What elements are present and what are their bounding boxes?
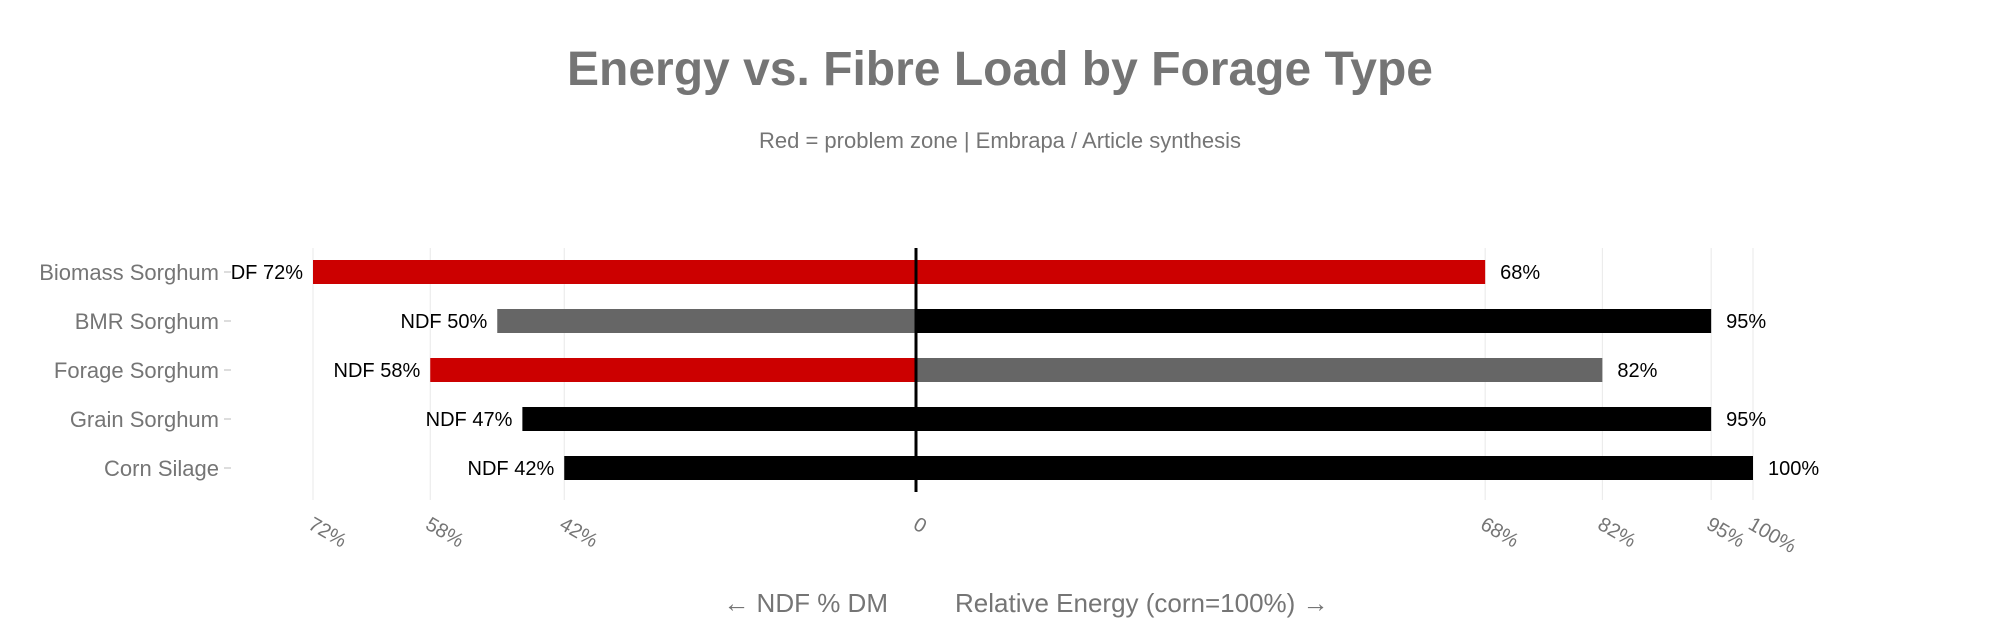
data-label-ndf: NDF 50% [401,311,488,333]
x-axis-ticks: 72% 58% 42% 0 68% 82% 95%100% [305,513,1800,558]
data-label-energy: 82% [1617,360,1657,382]
category-label: Grain Sorghum [70,407,219,432]
data-label-energy: 95% [1726,311,1766,333]
bar-energy [916,260,1486,284]
data-label-energy: 100% [1768,458,1819,480]
bar-ndf [313,260,916,284]
x-axis-label-right: Relative Energy (corn=100%) → [955,588,1329,618]
bar-energy [916,456,1753,480]
data-label-ndf: NDF 72% [216,262,303,284]
chart-title: Energy vs. Fibre Load by Forage Type [567,43,1433,96]
data-label-energy: 95% [1726,409,1766,431]
x-tick-label: 68% [1477,513,1523,552]
x-tick-label: 58% [422,513,468,552]
data-label-energy: 68% [1500,262,1540,284]
x-tick-label: 82% [1594,513,1640,552]
bar-ndf [497,309,916,333]
bar-ndf [564,456,916,480]
bars: NDF 72% 68% NDF 50% 95% NDF 58% 82% NDF 47% 95%… [216,260,1819,480]
bar-energy [916,309,1712,333]
category-label: BMR Sorghum [75,309,219,334]
category-labels: Biomass Sorghum BMR Sorghum Forage Sorghum… [39,260,231,481]
data-label-ndf: NDF 42% [468,458,555,480]
data-label-ndf: NDF 47% [426,409,513,431]
category-label: Corn Silage [104,456,219,481]
x-tick-label: 95% [1703,513,1749,552]
chart-subtitle: Red = problem zone | Embrapa / Article s… [759,128,1241,153]
x-tick-label: 100% [1745,513,1800,558]
category-label: Forage Sorghum [54,358,219,383]
bar-energy [916,358,1603,382]
data-label-ndf: NDF 58% [334,360,421,382]
bar-ndf [430,358,916,382]
x-tick-label: 0 [910,513,931,538]
x-tick-label: 42% [556,513,602,552]
x-axis-label-left: ← NDF % DM [723,588,888,618]
category-label: Biomass Sorghum [39,260,219,285]
bar-ndf [522,407,916,431]
x-tick-label: 72% [305,513,351,552]
bar-energy [916,407,1712,431]
